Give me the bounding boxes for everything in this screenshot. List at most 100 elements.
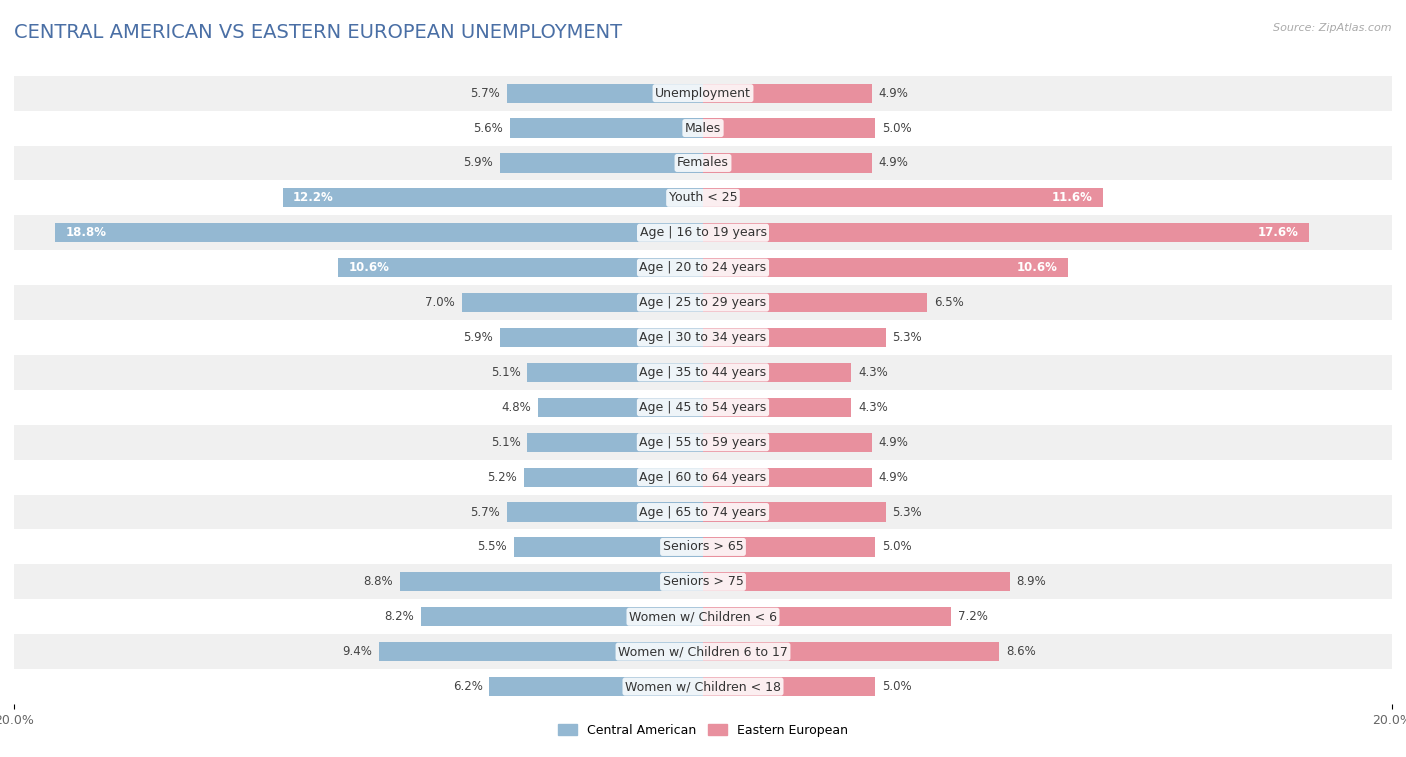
Text: Age | 35 to 44 years: Age | 35 to 44 years	[640, 366, 766, 379]
Bar	[499, 154, 703, 173]
Text: 5.1%: 5.1%	[491, 436, 520, 449]
Text: 5.7%: 5.7%	[470, 506, 499, 519]
Text: 17.6%: 17.6%	[1258, 226, 1299, 239]
Bar	[506, 83, 703, 103]
Text: 5.2%: 5.2%	[488, 471, 517, 484]
Text: 5.0%: 5.0%	[882, 122, 911, 135]
Bar	[14, 180, 1392, 215]
Text: 8.6%: 8.6%	[1007, 645, 1036, 658]
Text: 4.9%: 4.9%	[879, 157, 908, 170]
Text: 8.9%: 8.9%	[1017, 575, 1046, 588]
Text: 6.2%: 6.2%	[453, 680, 482, 693]
Bar	[703, 293, 927, 312]
Bar	[510, 118, 703, 138]
Text: 5.3%: 5.3%	[893, 506, 922, 519]
Bar	[14, 76, 1392, 111]
Bar	[703, 397, 851, 417]
Text: Females: Females	[678, 157, 728, 170]
Bar	[55, 223, 703, 242]
Legend: Central American, Eastern European: Central American, Eastern European	[553, 718, 853, 742]
Bar	[703, 258, 1069, 277]
Text: Women w/ Children 6 to 17: Women w/ Children 6 to 17	[619, 645, 787, 658]
Bar	[14, 285, 1392, 320]
Bar	[537, 397, 703, 417]
Text: 5.9%: 5.9%	[463, 157, 494, 170]
Bar	[14, 111, 1392, 145]
Text: 5.0%: 5.0%	[882, 680, 911, 693]
Text: Source: ZipAtlas.com: Source: ZipAtlas.com	[1274, 23, 1392, 33]
Text: Age | 55 to 59 years: Age | 55 to 59 years	[640, 436, 766, 449]
Bar	[14, 669, 1392, 704]
Text: 6.5%: 6.5%	[934, 296, 963, 309]
Text: Age | 30 to 34 years: Age | 30 to 34 years	[640, 331, 766, 344]
Bar	[513, 537, 703, 556]
Bar	[703, 503, 886, 522]
Bar	[703, 572, 1010, 591]
Text: 4.9%: 4.9%	[879, 436, 908, 449]
Text: 5.9%: 5.9%	[463, 331, 494, 344]
Bar	[14, 634, 1392, 669]
Text: 8.8%: 8.8%	[363, 575, 392, 588]
Text: Age | 65 to 74 years: Age | 65 to 74 years	[640, 506, 766, 519]
Bar	[14, 145, 1392, 180]
Text: 4.9%: 4.9%	[879, 471, 908, 484]
Bar	[399, 572, 703, 591]
Text: 10.6%: 10.6%	[1017, 261, 1057, 274]
Bar	[337, 258, 703, 277]
Bar	[524, 468, 703, 487]
Text: 5.5%: 5.5%	[477, 540, 506, 553]
Bar	[499, 328, 703, 347]
Bar	[14, 600, 1392, 634]
Text: 12.2%: 12.2%	[292, 192, 333, 204]
Bar	[14, 251, 1392, 285]
Bar	[14, 425, 1392, 459]
Text: 5.7%: 5.7%	[470, 86, 499, 100]
Text: Youth < 25: Youth < 25	[669, 192, 737, 204]
Bar	[527, 432, 703, 452]
Text: 10.6%: 10.6%	[349, 261, 389, 274]
Text: Women w/ Children < 6: Women w/ Children < 6	[628, 610, 778, 623]
Text: 7.2%: 7.2%	[957, 610, 988, 623]
Text: Males: Males	[685, 122, 721, 135]
Bar	[380, 642, 703, 662]
Bar	[14, 320, 1392, 355]
Bar	[703, 83, 872, 103]
Bar	[461, 293, 703, 312]
Text: Age | 16 to 19 years: Age | 16 to 19 years	[640, 226, 766, 239]
Bar	[703, 223, 1309, 242]
Bar	[14, 494, 1392, 529]
Bar	[703, 642, 1000, 662]
Text: Women w/ Children < 18: Women w/ Children < 18	[626, 680, 780, 693]
Bar	[14, 565, 1392, 600]
Bar	[703, 363, 851, 382]
Bar	[527, 363, 703, 382]
Text: Age | 60 to 64 years: Age | 60 to 64 years	[640, 471, 766, 484]
Bar	[703, 328, 886, 347]
Text: 11.6%: 11.6%	[1052, 192, 1092, 204]
Text: 18.8%: 18.8%	[66, 226, 107, 239]
Text: 9.4%: 9.4%	[343, 645, 373, 658]
Bar	[14, 459, 1392, 494]
Text: 8.2%: 8.2%	[384, 610, 413, 623]
Text: 4.8%: 4.8%	[501, 400, 531, 414]
Text: 5.3%: 5.3%	[893, 331, 922, 344]
Text: Seniors > 65: Seniors > 65	[662, 540, 744, 553]
Bar	[14, 355, 1392, 390]
Bar	[703, 468, 872, 487]
Text: CENTRAL AMERICAN VS EASTERN EUROPEAN UNEMPLOYMENT: CENTRAL AMERICAN VS EASTERN EUROPEAN UNE…	[14, 23, 623, 42]
Bar	[703, 432, 872, 452]
Bar	[703, 537, 875, 556]
Bar	[703, 118, 875, 138]
Text: Age | 45 to 54 years: Age | 45 to 54 years	[640, 400, 766, 414]
Text: 4.3%: 4.3%	[858, 366, 887, 379]
Bar	[14, 215, 1392, 251]
Bar	[506, 503, 703, 522]
Text: Seniors > 75: Seniors > 75	[662, 575, 744, 588]
Text: Age | 20 to 24 years: Age | 20 to 24 years	[640, 261, 766, 274]
Bar	[283, 188, 703, 207]
Bar	[703, 188, 1102, 207]
Text: 5.1%: 5.1%	[491, 366, 520, 379]
Text: 7.0%: 7.0%	[425, 296, 456, 309]
Bar	[489, 677, 703, 696]
Text: Age | 25 to 29 years: Age | 25 to 29 years	[640, 296, 766, 309]
